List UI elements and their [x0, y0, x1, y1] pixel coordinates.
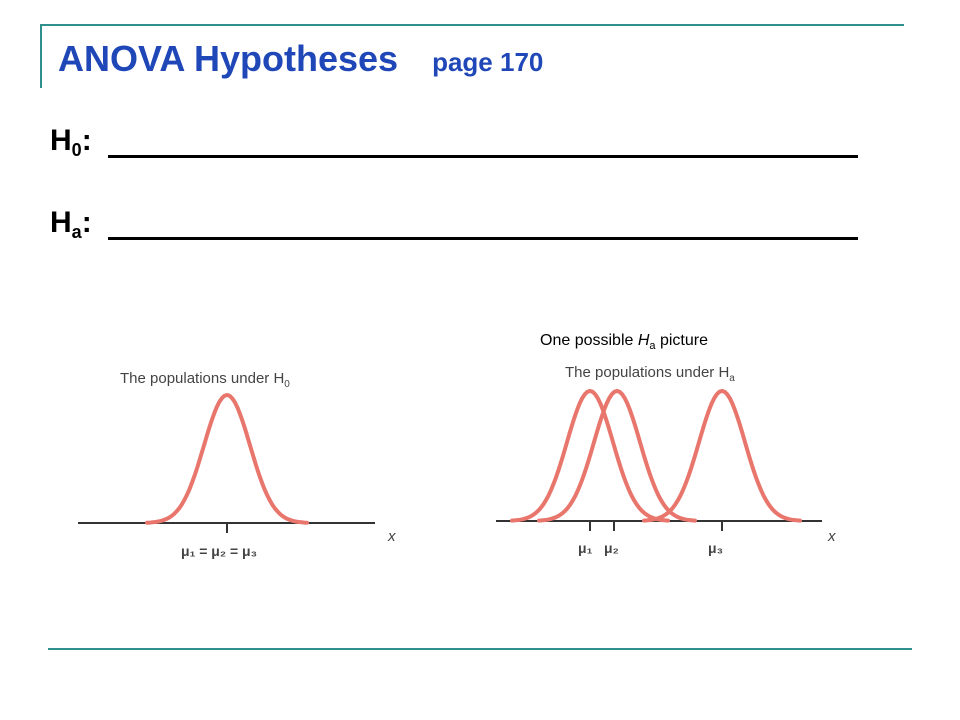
- figure-null-title: The populations under H0: [120, 370, 290, 390]
- figure-null-x-label: x: [387, 528, 396, 545]
- alternative-hypothesis-blank-line: [108, 237, 858, 240]
- title-text: ANOVA Hypotheses: [58, 38, 399, 79]
- h0-colon: :: [81, 124, 92, 157]
- figure-alt-x-label: x: [827, 528, 836, 545]
- ha-subscript: a: [71, 222, 82, 242]
- figure-alt-curve-1: [510, 388, 670, 523]
- null-hypothesis-blank-line: [108, 155, 858, 158]
- slide-title: ANOVA Hypotheses page 170: [58, 38, 543, 80]
- caption-suffix: picture: [655, 332, 708, 349]
- ha-colon: :: [81, 206, 92, 239]
- h0-letter: H: [50, 124, 72, 157]
- figure-alternative: The populations under Ha x μ₁ μ₂ μ₃: [496, 364, 836, 556]
- page-reference: page 170: [432, 47, 544, 77]
- h0-subscript: 0: [71, 140, 82, 160]
- frame-top-rule: [40, 24, 904, 26]
- caption-prefix: One possible: [540, 332, 638, 349]
- caption-h: H: [637, 332, 650, 349]
- frame-bottom-rule: [48, 648, 912, 650]
- caption-subscript: a: [649, 340, 656, 353]
- figure-null-curve: [145, 392, 309, 525]
- figure-null: The populations under H0 x μ₁ = μ₂ = μ₃: [78, 370, 396, 559]
- figure-null-mu-label: μ₁ = μ₂ = μ₃: [181, 543, 257, 559]
- figure-alt-mu1-label: μ₁: [578, 540, 593, 556]
- figure-alt-title: The populations under Ha: [565, 364, 735, 384]
- ha-letter: H: [50, 206, 72, 239]
- figure-caption: One possible Ha picture: [540, 332, 708, 352]
- frame-left-rule: [40, 24, 42, 88]
- figure-alt-mu3-label: μ₃: [708, 540, 723, 556]
- null-hypothesis-label: H0:: [50, 124, 92, 161]
- alternative-hypothesis-label: Ha:: [50, 206, 92, 243]
- figure-alt-curve-3: [642, 388, 802, 523]
- figure-alt-mu2-label: μ₂: [604, 540, 619, 556]
